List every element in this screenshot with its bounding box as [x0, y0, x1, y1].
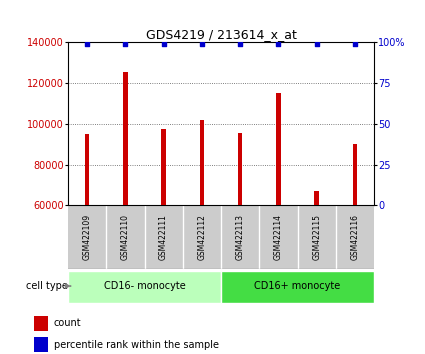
Point: [198, 41, 205, 47]
Point: [351, 41, 358, 47]
Bar: [276, 93, 280, 327]
Bar: [238, 133, 242, 327]
Text: GSM422109: GSM422109: [82, 214, 92, 260]
Bar: [314, 191, 319, 327]
Title: GDS4219 / 213614_x_at: GDS4219 / 213614_x_at: [145, 28, 296, 41]
Point: [237, 41, 244, 47]
Bar: [34, 337, 48, 352]
Text: GSM422110: GSM422110: [121, 214, 130, 260]
Point: [160, 41, 167, 47]
Text: GSM422116: GSM422116: [350, 214, 360, 260]
Point: [275, 41, 282, 47]
Text: GSM422113: GSM422113: [235, 214, 245, 260]
Point: [122, 41, 129, 47]
Bar: [162, 129, 166, 327]
Text: cell type: cell type: [26, 281, 68, 291]
Bar: [123, 72, 127, 327]
Text: CD16- monocyte: CD16- monocyte: [104, 281, 185, 291]
Bar: [34, 316, 48, 331]
Text: percentile rank within the sample: percentile rank within the sample: [54, 339, 219, 350]
Text: GSM422112: GSM422112: [197, 214, 207, 260]
Text: count: count: [54, 318, 82, 329]
Text: GSM422115: GSM422115: [312, 214, 321, 260]
Text: GSM422114: GSM422114: [274, 214, 283, 260]
Text: GSM422111: GSM422111: [159, 214, 168, 260]
Bar: [353, 144, 357, 327]
Text: CD16+ monocyte: CD16+ monocyte: [255, 281, 340, 291]
Bar: [200, 120, 204, 327]
Point: [313, 41, 320, 47]
Bar: [68, 271, 221, 303]
Bar: [221, 271, 374, 303]
Bar: [85, 134, 89, 327]
Point: [84, 41, 91, 47]
